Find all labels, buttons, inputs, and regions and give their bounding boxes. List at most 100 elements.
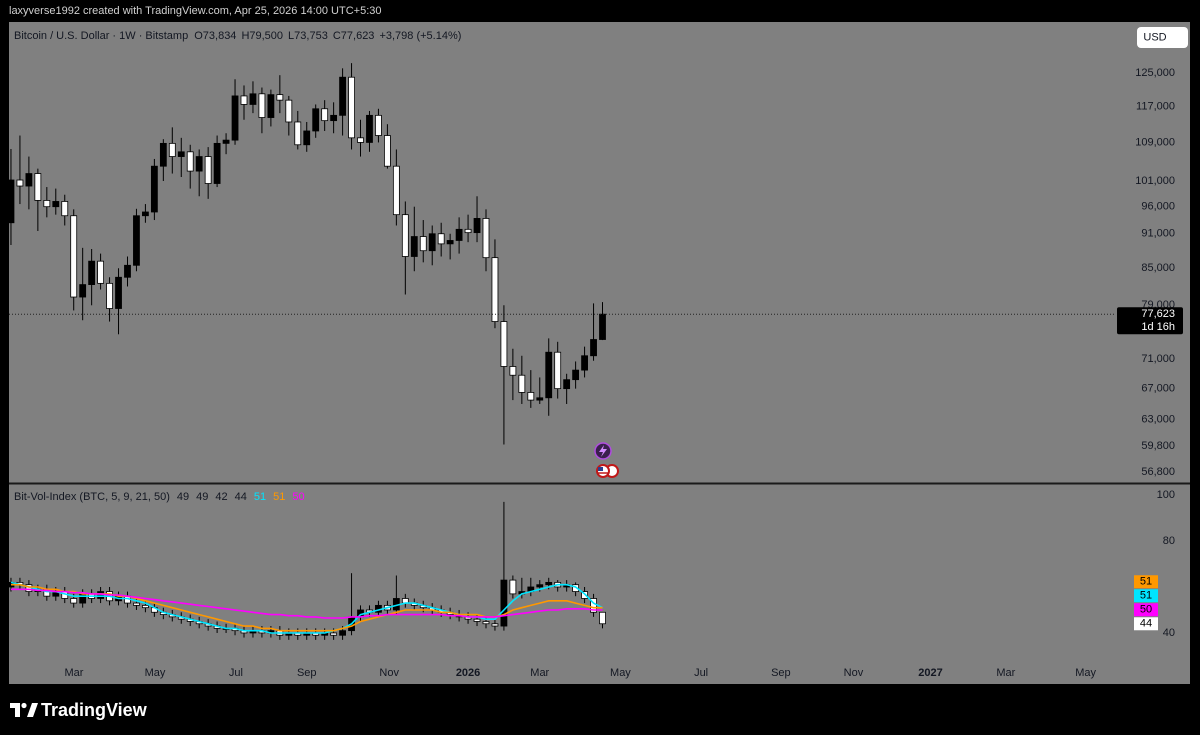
indicator-value: 50 bbox=[292, 491, 304, 503]
candle-body bbox=[267, 94, 275, 118]
candle-body bbox=[25, 173, 33, 187]
indicator-value: 51 bbox=[254, 491, 266, 503]
logo-text: TradingView bbox=[41, 700, 148, 720]
y-tick-label: 63,000 bbox=[1141, 414, 1175, 426]
last-price-label: 77,623 bbox=[1141, 308, 1175, 320]
candle-body bbox=[482, 218, 490, 259]
candle-body bbox=[168, 142, 176, 157]
y-tick-label: 40 bbox=[1163, 627, 1175, 639]
candle-body bbox=[52, 201, 60, 208]
chart-title: Bitcoin / U.S. Dollar · 1W · Bitstamp bbox=[14, 30, 188, 42]
x-tick-label: 2027 bbox=[918, 667, 942, 679]
candle-body bbox=[186, 151, 194, 172]
indicator-value: 44 bbox=[235, 491, 247, 503]
value-tag-label: 51 bbox=[1140, 576, 1152, 588]
chart-frame bbox=[9, 22, 1190, 684]
candle-body bbox=[204, 156, 212, 184]
candle-body bbox=[70, 598, 78, 604]
indicator-value: 42 bbox=[215, 491, 227, 503]
candle-body bbox=[133, 602, 140, 606]
value-tag bbox=[1134, 603, 1158, 617]
value-tag-label: 50 bbox=[1140, 604, 1152, 616]
candle-body bbox=[312, 108, 320, 132]
candle-body bbox=[106, 282, 113, 309]
candle-body bbox=[545, 581, 553, 586]
candle-body bbox=[392, 165, 400, 216]
x-tick-label: Nov bbox=[379, 667, 399, 679]
candle-body bbox=[545, 351, 553, 399]
candle-body bbox=[428, 233, 436, 252]
candle-body bbox=[195, 156, 203, 172]
candle-body bbox=[339, 630, 346, 636]
attribution: laxyverse1992 created with TradingView.c… bbox=[9, 5, 382, 17]
candle-body bbox=[410, 236, 418, 257]
candle-body bbox=[150, 165, 158, 213]
x-tick-label: Sep bbox=[297, 667, 317, 679]
candle-body bbox=[240, 95, 248, 105]
candle-body bbox=[509, 579, 517, 595]
flag-canton bbox=[598, 467, 603, 471]
plot-area bbox=[9, 63, 606, 445]
indicator-value: 49 bbox=[196, 491, 208, 503]
candle-body bbox=[330, 114, 338, 122]
legend-value: 77,623 bbox=[341, 30, 375, 42]
y-tick-label: 125,000 bbox=[1135, 67, 1175, 79]
candle-body bbox=[572, 369, 580, 381]
candle-body bbox=[115, 276, 122, 309]
candle-body bbox=[70, 215, 78, 298]
indicator-line bbox=[11, 588, 603, 619]
event-icons bbox=[594, 442, 619, 478]
x-tick-label: May bbox=[145, 667, 166, 679]
y-tick-label: 109,000 bbox=[1135, 136, 1175, 148]
candle-body bbox=[509, 366, 517, 376]
plot-area bbox=[9, 501, 606, 640]
change-label: +3,798 (+5.14%) bbox=[379, 30, 461, 42]
logo-mark bbox=[27, 703, 38, 717]
value-tag-label: 44 bbox=[1140, 618, 1152, 630]
x-tick-label: Mar bbox=[996, 667, 1015, 679]
candle-body bbox=[536, 397, 544, 401]
logo-mark bbox=[21, 702, 27, 709]
x-tick-label: 2026 bbox=[456, 667, 480, 679]
candle-body bbox=[276, 94, 284, 101]
legend-key: L bbox=[288, 30, 294, 42]
y-tick-label: 56,800 bbox=[1141, 466, 1175, 478]
candle-body bbox=[258, 93, 266, 118]
x-tick-label: Mar bbox=[65, 667, 84, 679]
y-tick-label: 85,000 bbox=[1141, 262, 1175, 274]
y-tick-label: 117,000 bbox=[1136, 101, 1175, 113]
value-tag bbox=[1134, 589, 1158, 603]
candle-body bbox=[231, 95, 239, 141]
candle-body bbox=[9, 179, 15, 224]
legend-value: 73,834 bbox=[203, 30, 237, 42]
candle-body bbox=[491, 257, 499, 322]
legend-key: C bbox=[333, 30, 341, 42]
candle-body bbox=[366, 114, 373, 143]
currency-button[interactable] bbox=[1137, 27, 1188, 48]
currency-button-label[interactable]: USD bbox=[1143, 31, 1166, 43]
candle-body bbox=[419, 236, 427, 252]
candle-body bbox=[321, 108, 329, 122]
indicator-line bbox=[10, 581, 603, 634]
x-tick-label: May bbox=[610, 667, 631, 679]
indicator-value: 49 bbox=[177, 491, 189, 503]
candle-body bbox=[572, 584, 580, 592]
candle-body bbox=[348, 76, 355, 139]
candle-body bbox=[339, 76, 346, 116]
value-tag-label: 51 bbox=[1140, 590, 1152, 602]
candle-body bbox=[330, 632, 338, 636]
candle-body bbox=[133, 215, 140, 266]
y-tick-label: 59,800 bbox=[1141, 440, 1175, 452]
candle-body bbox=[285, 99, 293, 123]
candle-body bbox=[536, 584, 544, 588]
candle-body bbox=[97, 260, 104, 284]
candle-body bbox=[177, 151, 185, 157]
y-tick-label: 71,000 bbox=[1141, 353, 1175, 365]
candle-body bbox=[142, 211, 149, 217]
candle-body bbox=[563, 379, 571, 390]
indicator-line bbox=[11, 583, 603, 632]
candle-body bbox=[590, 339, 597, 357]
value-tag bbox=[1134, 617, 1158, 631]
y-tick-label: 96,000 bbox=[1141, 201, 1175, 213]
